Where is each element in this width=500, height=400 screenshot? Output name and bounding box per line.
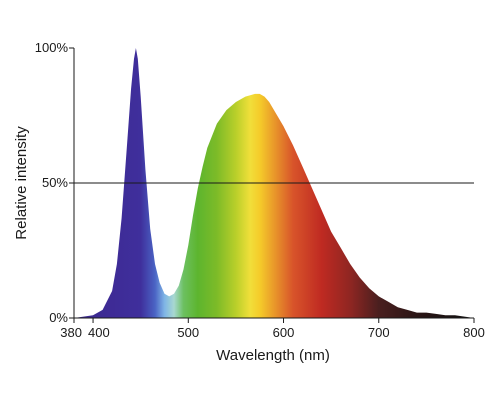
x-axis-title: Wavelength (nm)	[216, 347, 330, 364]
x-tick-label-700: 700	[368, 325, 390, 340]
x-tick-label-600: 600	[273, 325, 295, 340]
y-tick-label-50: 50%	[42, 175, 68, 190]
tick-labels: 380 400 500 600 700 800 0% 50% 100%	[35, 40, 485, 340]
y-tick-label-100: 100%	[35, 40, 69, 55]
y-tick-label-0: 0%	[49, 310, 68, 325]
y-axis-title: Relative intensity	[13, 126, 30, 240]
x-tick-label-500: 500	[177, 325, 199, 340]
x-tick-label-380: 380	[60, 325, 82, 340]
x-tick-label-800: 800	[463, 325, 485, 340]
x-tick-label-400: 400	[88, 325, 110, 340]
